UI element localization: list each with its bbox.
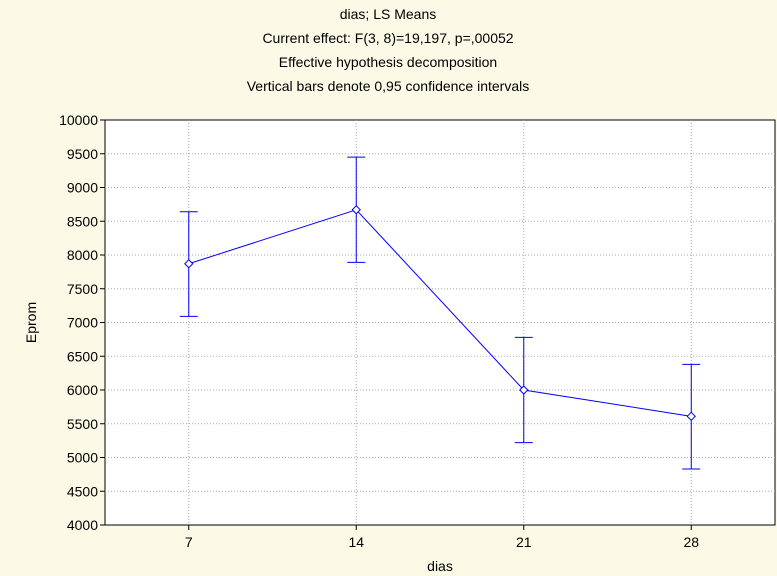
data-point <box>519 385 529 395</box>
title-line-1: dias; LS Means <box>340 6 437 22</box>
y-tick-label: 4500 <box>67 483 98 499</box>
data-point <box>351 205 361 215</box>
y-tick-label: 8000 <box>67 247 98 263</box>
y-tick-label: 8500 <box>67 213 98 229</box>
grid-lines <box>105 120 775 525</box>
x-tick-label: 7 <box>185 534 193 550</box>
y-tick-label: 9500 <box>67 146 98 162</box>
x-tick-label: 28 <box>683 534 699 550</box>
title-line-3: Effective hypothesis decomposition <box>279 54 497 70</box>
y-tick-label: 5000 <box>67 450 98 466</box>
x-axis: 7 14 21 28 <box>185 525 699 550</box>
title-line-2: Current effect: F(3, 8)=19,197, p=,00052 <box>262 30 513 46</box>
y-tick-label: 4000 <box>67 517 98 533</box>
series <box>179 156 701 470</box>
data-point <box>686 411 696 422</box>
y-tick-label: 10000 <box>59 112 98 128</box>
plot-area <box>104 119 776 526</box>
y-tick-label: 7500 <box>67 281 98 297</box>
y-axis: 4000 4500 5000 5500 6000 6500 7000 7500 8000 8500… <box>59 112 105 533</box>
y-tick-label: 6500 <box>67 348 98 364</box>
y-tick-label: 9000 <box>67 180 98 196</box>
title-line-4: Vertical bars denote 0,95 confidence int… <box>247 78 530 94</box>
x-tick-label: 21 <box>516 534 532 550</box>
data-point <box>184 259 194 269</box>
y-tick-label: 7000 <box>67 315 98 331</box>
y-tick-label: 6000 <box>67 382 98 398</box>
y-axis-label: Eprom <box>23 302 39 343</box>
chart-title: dias; LS Means Current effect: F(3, 8)=1… <box>247 6 530 94</box>
x-axis-label: dias <box>427 558 453 574</box>
series-line <box>188 209 692 417</box>
y-tick-label: 5500 <box>67 416 98 432</box>
x-tick-label: 14 <box>348 534 364 550</box>
